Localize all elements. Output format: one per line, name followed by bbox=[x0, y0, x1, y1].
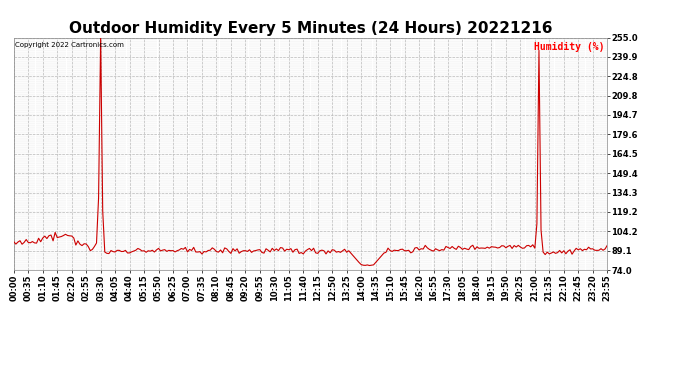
Text: Humidity (%): Humidity (%) bbox=[534, 42, 604, 52]
Title: Outdoor Humidity Every 5 Minutes (24 Hours) 20221216: Outdoor Humidity Every 5 Minutes (24 Hou… bbox=[69, 21, 552, 36]
Text: Copyright 2022 Cartronics.com: Copyright 2022 Cartronics.com bbox=[15, 42, 124, 48]
